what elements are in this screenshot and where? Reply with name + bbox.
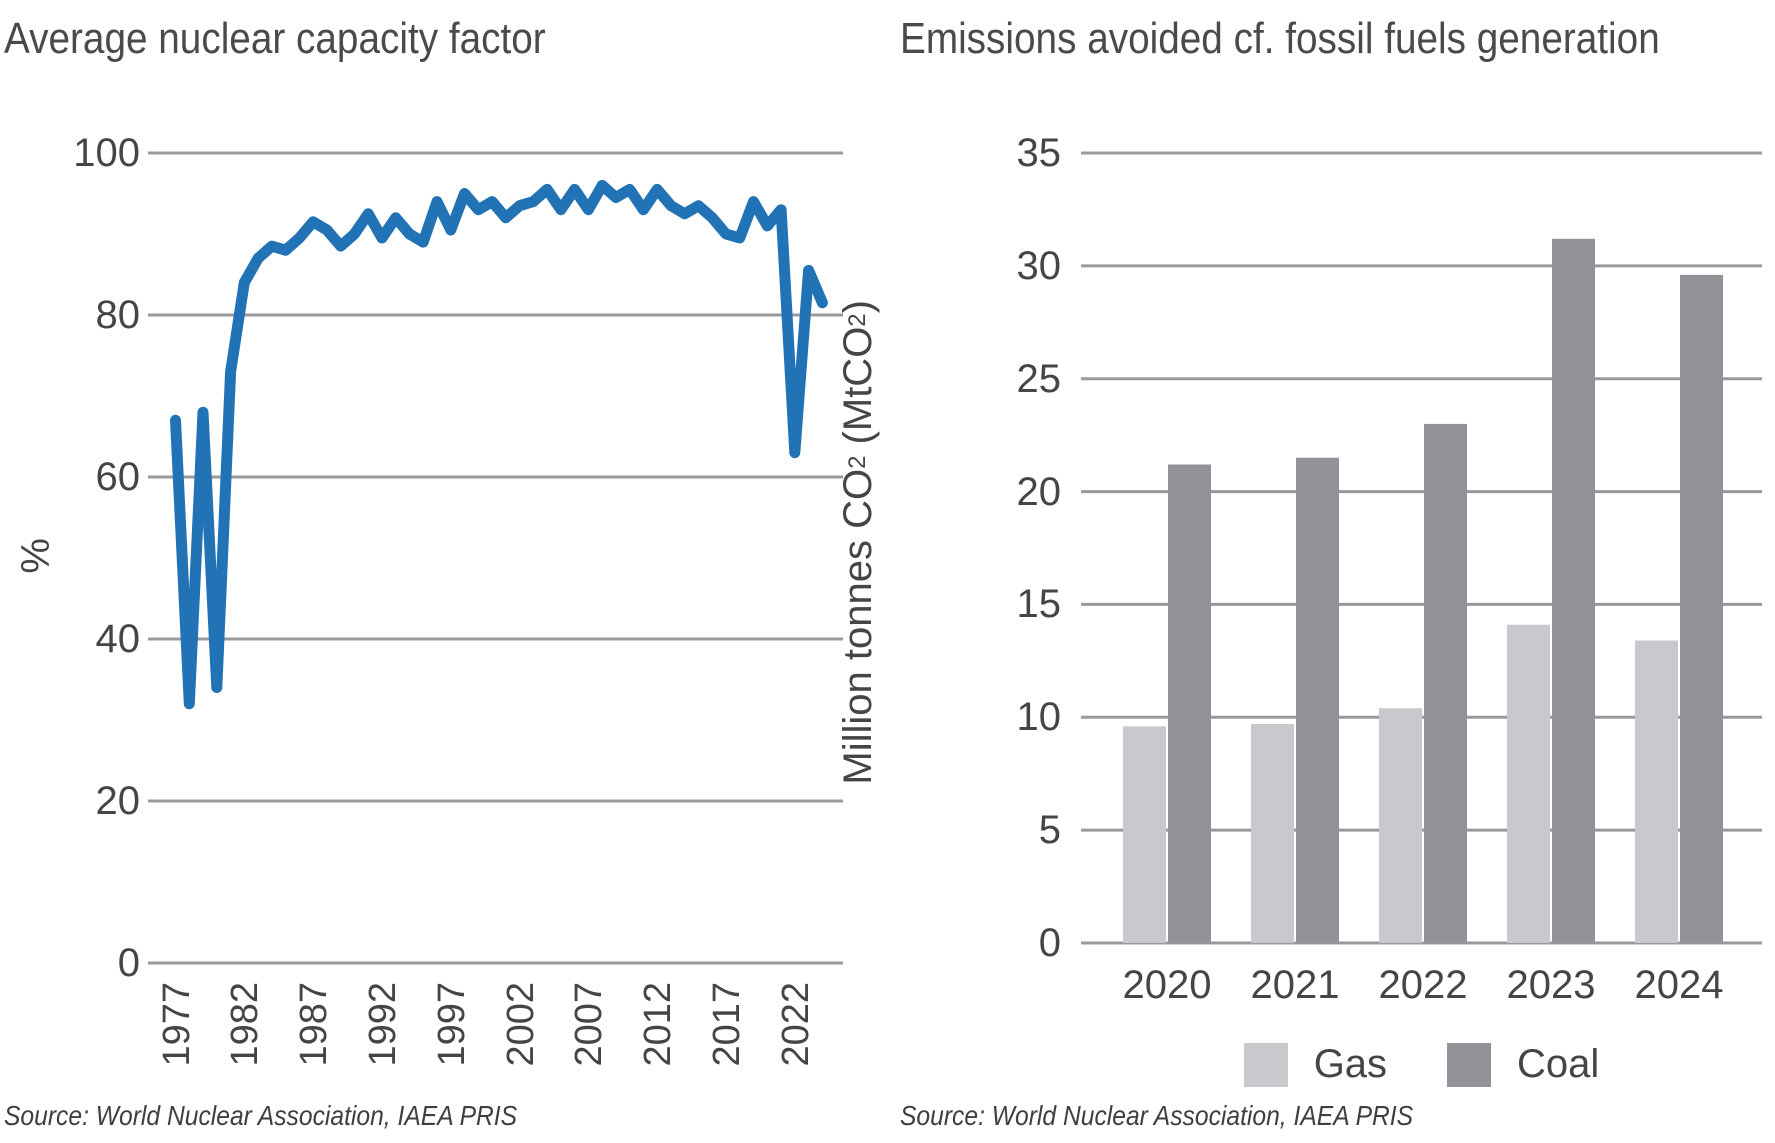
legend-swatch-gas <box>1243 1042 1288 1087</box>
bar-gas-2020 <box>1123 726 1166 943</box>
category-label-2023: 2023 <box>1506 963 1596 1007</box>
legend-swatch-coal <box>1447 1042 1492 1087</box>
capacity-factor-line <box>170 179 828 710</box>
legend-item-coal: Coal <box>1447 1042 1599 1087</box>
y-tick-label-20: 20 <box>95 779 141 823</box>
bar-gas-2022 <box>1379 708 1422 943</box>
x-tick-label-1992: 1992 <box>362 982 404 1067</box>
y-tick-label-100: 100 <box>73 131 140 175</box>
x-tick-label-2007: 2007 <box>568 982 610 1067</box>
bar-coal-2024 <box>1680 274 1723 943</box>
legend: Gas Coal <box>1081 1042 1762 1087</box>
bar-gas-2021 <box>1251 724 1294 943</box>
x-tick-label-1977: 1977 <box>156 982 198 1067</box>
emissions-avoided-bar-chart <box>1081 151 1762 945</box>
y-tick-label-0: 0 <box>1038 921 1061 965</box>
x-tick-label-1997: 1997 <box>431 982 473 1067</box>
right-source-note: Source: World Nuclear Association, IAEA … <box>900 1100 1414 1131</box>
left-chart-title: Average nuclear capacity factor <box>4 14 546 63</box>
y-tick-label-40: 40 <box>95 617 141 661</box>
category-label-2022: 2022 <box>1378 963 1468 1007</box>
bar-gas-2023 <box>1507 624 1550 943</box>
ylabel-text: (MtCO <box>836 326 880 456</box>
y-tick-label-20: 20 <box>1016 470 1062 514</box>
y-tick-label-0: 0 <box>117 941 140 985</box>
ylabel-text: Million tonnes CO <box>836 468 880 785</box>
category-label-2021: 2021 <box>1250 963 1340 1007</box>
x-tick-label-2002: 2002 <box>500 982 542 1067</box>
left-y-axis-label: % <box>14 538 58 574</box>
ylabel-text: ) <box>836 300 880 314</box>
x-tick-label-2012: 2012 <box>637 982 679 1067</box>
y-tick-label-15: 15 <box>1016 582 1062 626</box>
y-tick-label-30: 30 <box>1016 244 1062 288</box>
category-label-2024: 2024 <box>1634 963 1724 1007</box>
right-y-axis-label: Million tonnes CO2 (MtCO2) <box>836 300 881 785</box>
legend-label-gas: Gas <box>1313 1042 1388 1086</box>
capacity-factor-line-chart <box>148 151 843 965</box>
legend-item-gas: Gas <box>1243 1042 1388 1087</box>
legend-label-coal: Coal <box>1517 1042 1600 1086</box>
x-tick-label-2022: 2022 <box>775 982 817 1067</box>
x-tick-label-1982: 1982 <box>224 982 266 1067</box>
right-chart-title: Emissions avoided cf. fossil fuels gener… <box>900 14 1660 63</box>
y-tick-label-35: 35 <box>1016 131 1062 175</box>
y-tick-label-80: 80 <box>95 293 141 337</box>
category-label-2020: 2020 <box>1122 963 1212 1007</box>
left-source-note: Source: World Nuclear Association, IAEA … <box>4 1100 518 1131</box>
ylabel-subscript: 2 <box>844 313 871 327</box>
y-tick-label-5: 5 <box>1038 808 1061 852</box>
y-tick-label-60: 60 <box>95 455 141 499</box>
y-tick-label-25: 25 <box>1016 357 1062 401</box>
y-tick-label-10: 10 <box>1016 695 1062 739</box>
x-tick-label-2017: 2017 <box>706 982 748 1067</box>
bar-coal-2021 <box>1296 457 1339 943</box>
bar-coal-2023 <box>1552 238 1595 944</box>
x-tick-label-1987: 1987 <box>293 982 335 1067</box>
bar-coal-2020 <box>1168 464 1211 943</box>
bar-coal-2022 <box>1424 423 1467 943</box>
ylabel-subscript: 2 <box>844 455 871 469</box>
bar-gas-2024 <box>1635 640 1678 943</box>
